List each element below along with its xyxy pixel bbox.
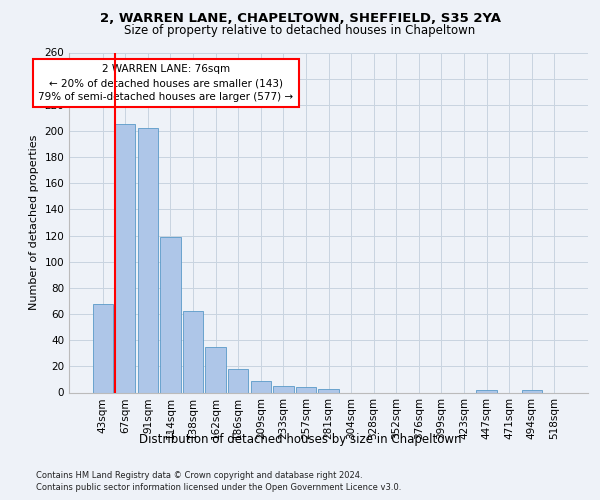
Bar (160, 237, 181, 392)
Bar (521, 390, 542, 392)
Bar (92, 304, 113, 392)
Text: 2 WARREN LANE: 76sqm
← 20% of detached houses are smaller (143)
79% of semi-deta: 2 WARREN LANE: 76sqm ← 20% of detached h… (38, 64, 293, 102)
Bar (205, 346, 226, 393)
Bar (115, 124, 136, 392)
Bar (273, 386, 293, 392)
Text: 2, WARREN LANE, CHAPELTOWN, SHEFFIELD, S35 2YA: 2, WARREN LANE, CHAPELTOWN, SHEFFIELD, S… (100, 12, 500, 26)
Bar (138, 128, 158, 392)
Text: Size of property relative to detached houses in Chapeltown: Size of property relative to detached ho… (124, 24, 476, 37)
Text: Contains public sector information licensed under the Open Government Licence v3: Contains public sector information licen… (36, 483, 401, 492)
Y-axis label: Number of detached properties: Number of detached properties (29, 135, 39, 310)
Text: Contains HM Land Registry data © Crown copyright and database right 2024.: Contains HM Land Registry data © Crown c… (36, 471, 362, 480)
Bar (296, 388, 316, 392)
Text: Distribution of detached houses by size in Chapeltown: Distribution of detached houses by size … (139, 432, 461, 446)
Bar (228, 369, 248, 392)
Bar (476, 390, 497, 392)
Bar (251, 380, 271, 392)
Bar (319, 388, 338, 392)
Bar (183, 312, 203, 392)
